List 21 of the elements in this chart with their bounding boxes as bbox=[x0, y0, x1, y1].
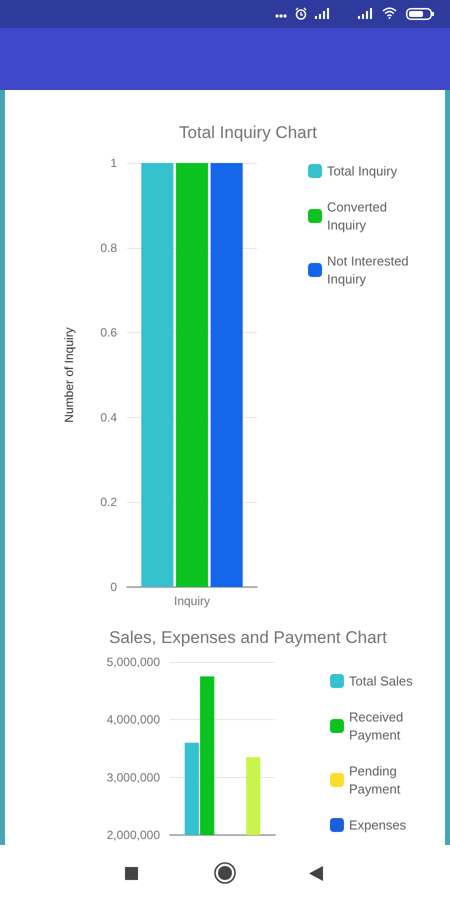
y-tick-label: 1 bbox=[110, 156, 118, 170]
y-tick-label: 0.8 bbox=[100, 240, 118, 255]
legend-label: Total Sales bbox=[349, 674, 414, 688]
y-axis-title: Number of Inquiry bbox=[62, 327, 76, 423]
legend-label: Pending Payment bbox=[349, 764, 401, 796]
y-tick-label: 0.2 bbox=[100, 495, 118, 510]
legend-label: Total Inquiry bbox=[327, 164, 398, 178]
chart-title: Total Inquiry Chart bbox=[179, 123, 318, 142]
legend-label: Expenses bbox=[349, 818, 407, 832]
y-tick-label: 0.4 bbox=[100, 410, 118, 424]
legend-label: Received Payment bbox=[349, 710, 407, 742]
legend-label: Not Interested Inquiry bbox=[327, 254, 412, 286]
y-tick-label: 5,000,000 bbox=[106, 655, 160, 669]
x-tick-label: Inquiry bbox=[174, 594, 210, 608]
y-tick-label: 2,000,000 bbox=[106, 828, 160, 842]
y-tick-label: 0.6 bbox=[100, 326, 118, 340]
legend-label: Converted Inquiry bbox=[327, 200, 391, 232]
y-tick-label: 3,000,000 bbox=[106, 770, 160, 784]
y-tick-label: 0 bbox=[110, 580, 118, 594]
chart-title: Sales, Expenses and Payment Chart bbox=[109, 628, 388, 647]
y-tick-label: 4,000,000 bbox=[106, 712, 160, 727]
